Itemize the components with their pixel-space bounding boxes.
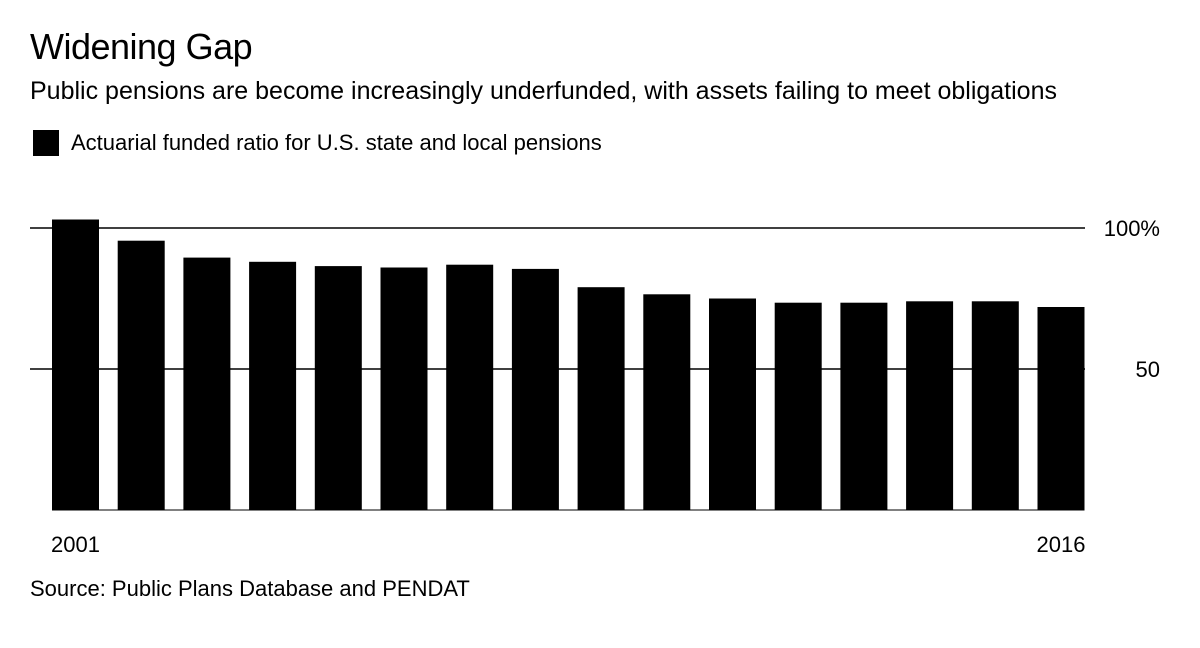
bars (52, 219, 1085, 510)
bar-2004 (249, 261, 297, 510)
legend-label: Actuarial funded ratio for U.S. state an… (71, 130, 602, 155)
bar-2008 (511, 268, 559, 510)
source-note: Source: Public Plans Database and PENDAT (30, 576, 470, 601)
bar-2005 (314, 266, 362, 510)
legend: Actuarial funded ratio for U.S. state an… (33, 130, 602, 156)
legend-swatch (33, 130, 59, 156)
bar-2012 (774, 302, 822, 510)
y-tick-label: 50 (1136, 357, 1160, 382)
bar-2014 (906, 301, 954, 510)
y-tick-label: 100% (1104, 216, 1160, 241)
bar-2002 (117, 240, 165, 510)
bar-2013 (840, 302, 888, 510)
x-tick-label: 2001 (51, 532, 100, 557)
x-axis-ticks: 2001 2016 (51, 532, 1085, 557)
chart-subtitle: Public pensions are become increasingly … (30, 77, 1057, 105)
bar-2003 (183, 257, 231, 510)
chart-title: Widening Gap (30, 26, 253, 67)
y-axis-ticks: 100% 50 (1104, 216, 1160, 382)
x-tick-label: 2016 (1037, 532, 1086, 557)
bar-2015 (971, 301, 1019, 510)
bar-2006 (380, 267, 428, 510)
bar-2009 (577, 287, 625, 510)
bar-2011 (709, 298, 756, 510)
bar-2010 (643, 294, 691, 510)
bar-2016 (1037, 307, 1085, 510)
bar-2001 (52, 219, 99, 510)
bar-2007 (446, 264, 494, 510)
